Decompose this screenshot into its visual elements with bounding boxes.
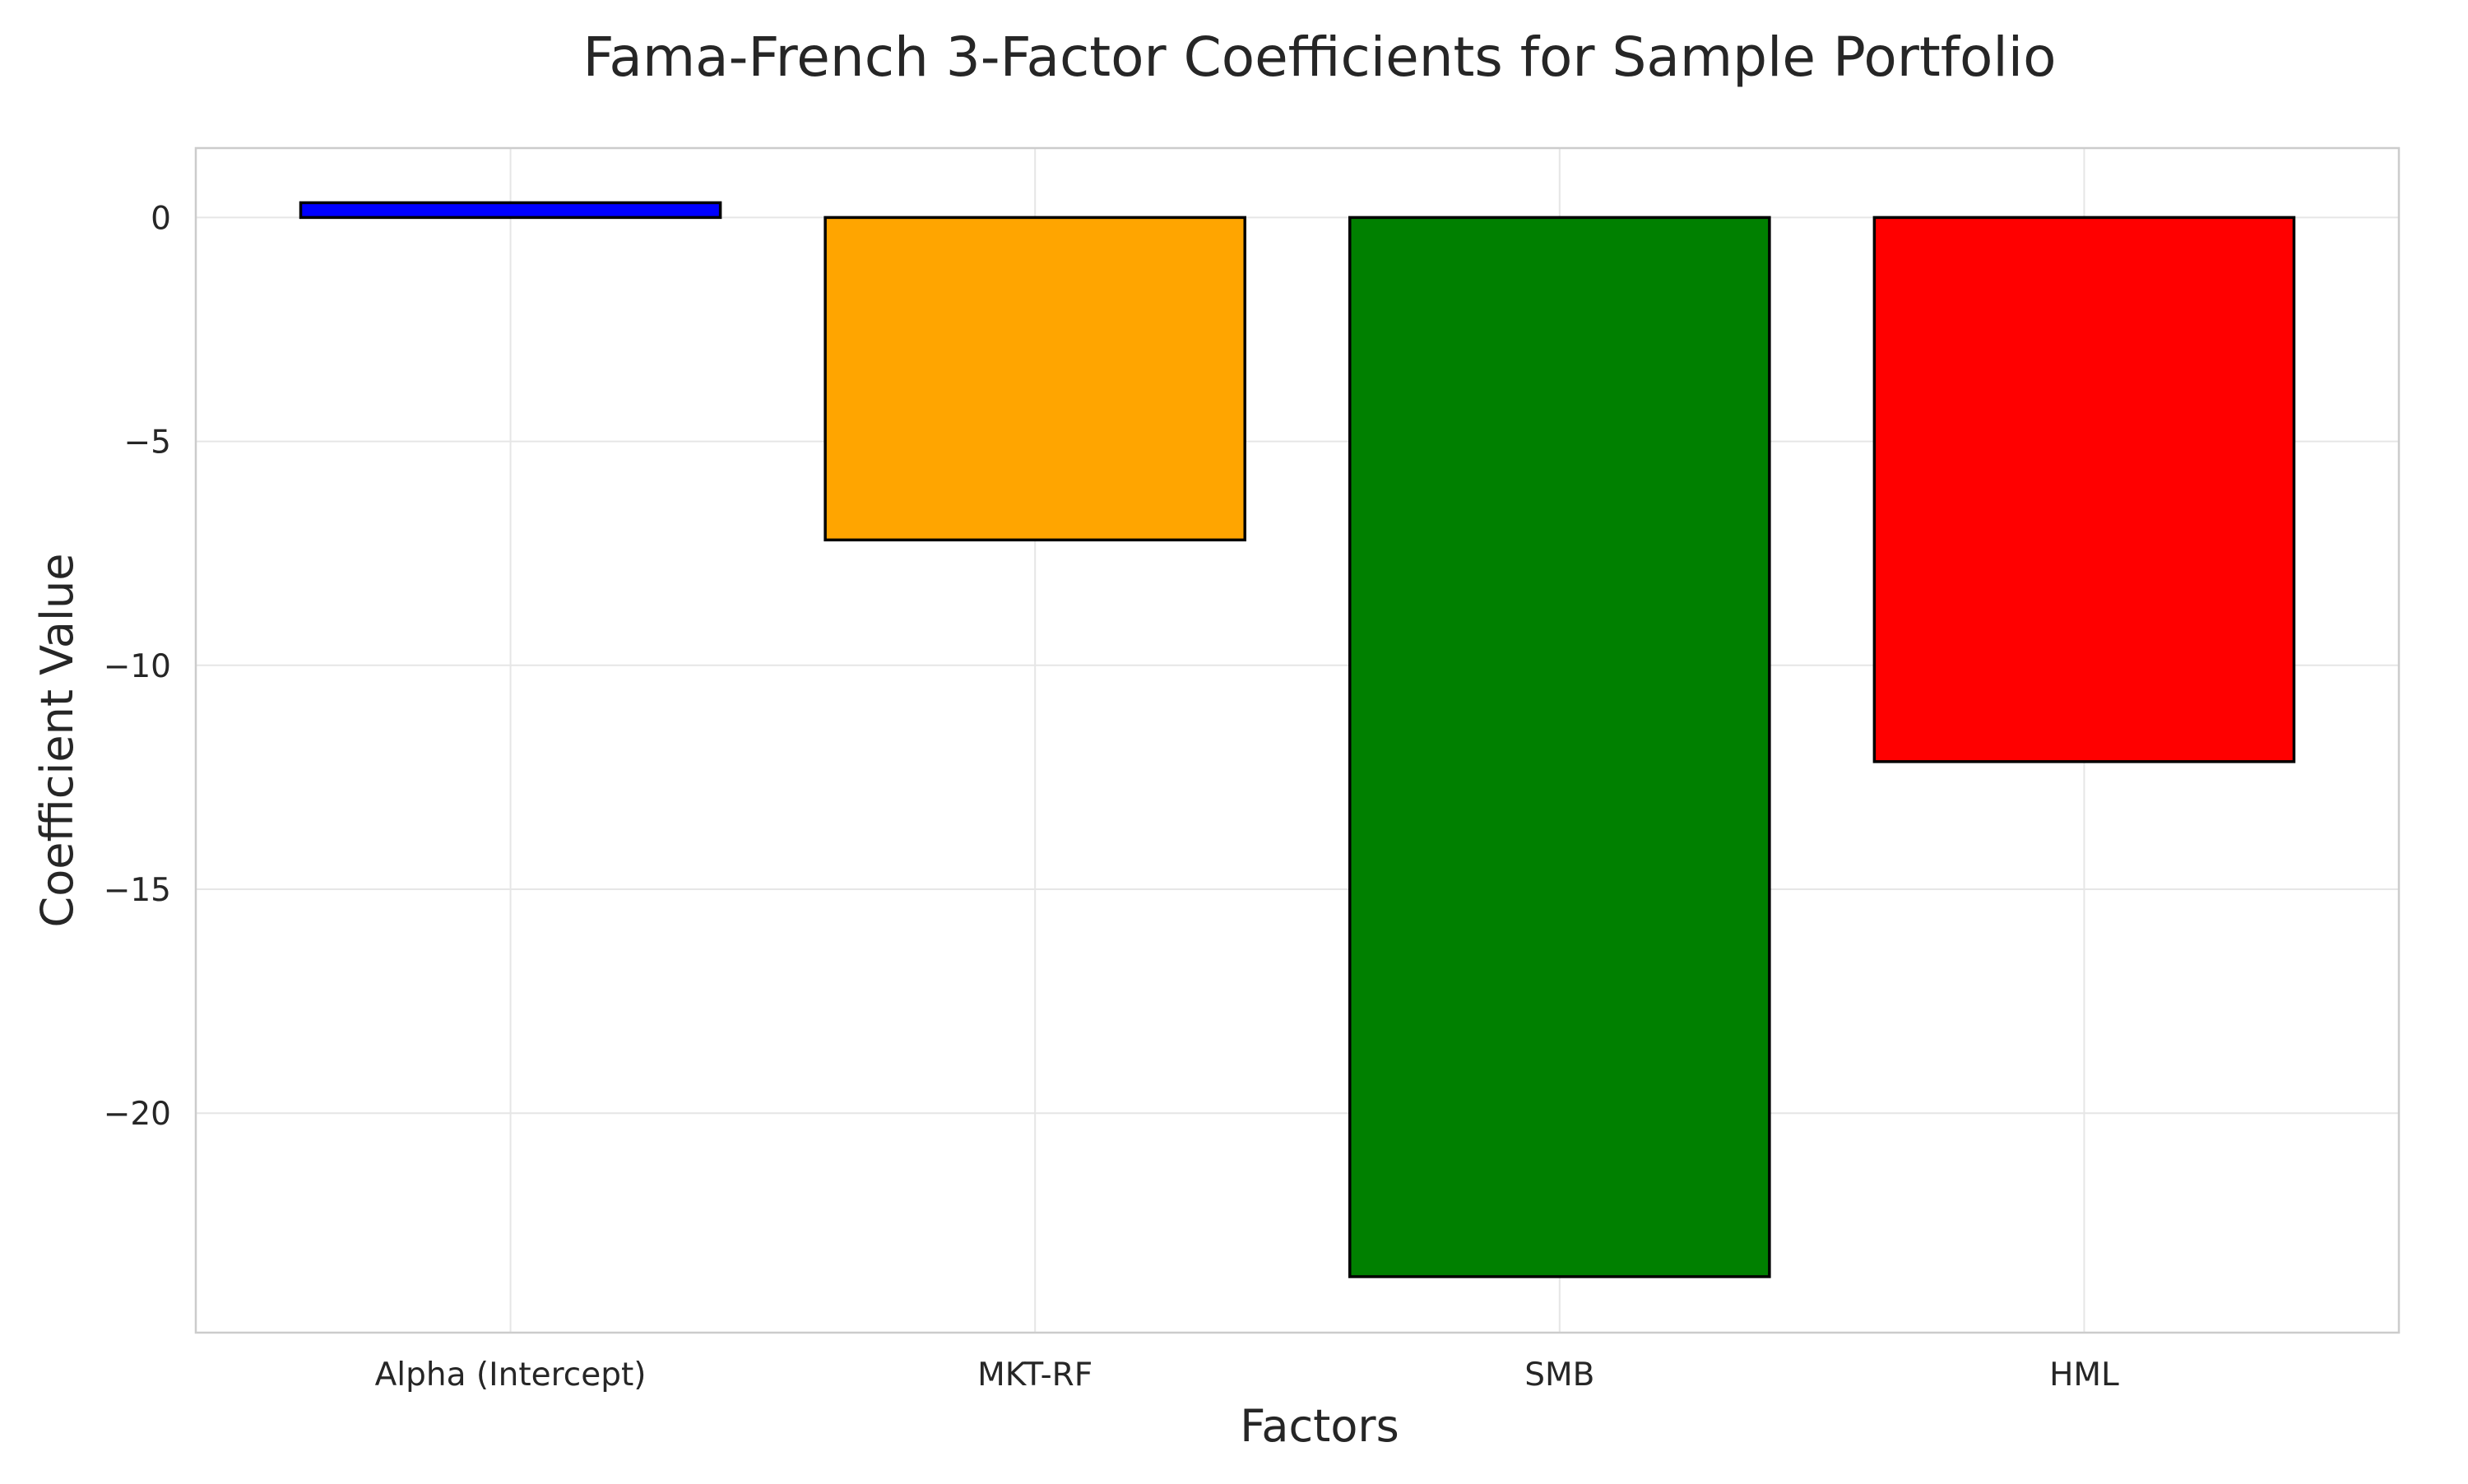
y-tick-label: −10 [104,648,171,685]
y-axis-label: Coefficient Value [31,554,83,928]
x-tick-label: HML [2049,1356,2119,1394]
bar-alpha-intercept [299,201,722,220]
y-tick-label: −5 [124,424,172,461]
bars [299,201,2296,1278]
bar-mkt-rf [823,216,1246,542]
x-tick-label: Alpha (Intercept) [375,1356,647,1394]
x-axis-label: Factors [1240,1400,1399,1452]
y-axis-ticks: 0 −5 −10 −15 −20 [104,200,171,1133]
bar-hml [1872,216,2296,763]
x-axis-ticks: Alpha (Intercept) MKT-RF SMB HML [375,1356,2119,1394]
bar-smb [1348,216,1771,1278]
y-tick-label: −15 [104,872,171,909]
x-tick-label: MKT-RF [977,1356,1093,1394]
y-tick-label: −20 [104,1096,171,1133]
plot-area-frame [194,146,2401,1334]
y-tick-label: 0 [151,200,171,237]
chart-title: Fama-French 3-Factor Coefficients for Sa… [583,26,2057,89]
x-tick-label: SMB [1524,1356,1594,1394]
